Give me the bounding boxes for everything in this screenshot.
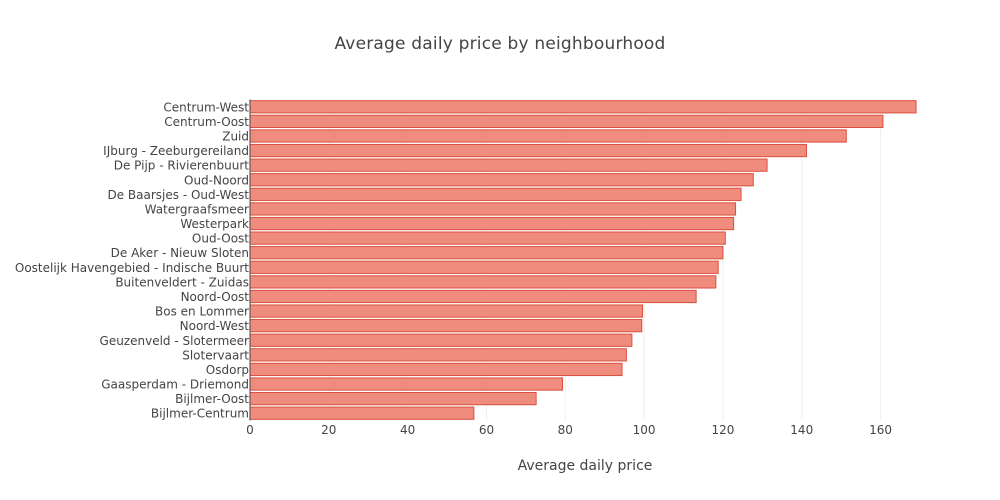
bar	[249, 173, 754, 187]
y-tick-label: Gaasperdam - Driemond	[101, 378, 249, 392]
bar	[249, 333, 633, 347]
bar	[249, 187, 742, 201]
y-tick-label: Slotervaart	[182, 348, 249, 362]
bar	[249, 260, 719, 274]
bar	[249, 275, 717, 289]
y-tick-label: Westerpark	[180, 217, 249, 231]
y-tick-label: Geuzenveld - Slotermeer	[100, 334, 250, 348]
y-tick-label: De Aker - Nieuw Sloten	[111, 246, 249, 260]
bar	[249, 391, 537, 406]
x-tick-label: 40	[400, 423, 415, 437]
y-tick-label: Oud-Oost	[192, 232, 249, 246]
y-tick-label: Oostelijk Havengebied - Indische Buurt	[15, 261, 249, 275]
bar	[249, 231, 726, 245]
bar	[249, 216, 735, 231]
y-tick-label: Centrum-West	[163, 100, 249, 114]
y-tick-label: Noord-West	[180, 319, 250, 333]
x-tick-label: 140	[790, 423, 813, 437]
bar	[249, 202, 737, 216]
x-tick-label: 160	[869, 423, 892, 437]
y-tick-label: Watergraafsmeer	[145, 202, 249, 216]
bar	[249, 100, 917, 114]
chart-title: Average daily price by neighbourhood	[334, 34, 666, 54]
bar	[249, 377, 564, 391]
x-tick-label: 0	[246, 423, 254, 437]
bar	[249, 158, 768, 172]
x-tick-label: 120	[711, 423, 734, 437]
bar	[249, 246, 724, 260]
x-tick-label: 100	[633, 423, 656, 437]
y-tick-label: Noord-Oost	[181, 290, 250, 304]
bar	[249, 406, 475, 420]
x-tick-label: 20	[321, 423, 336, 437]
x-axis-title: Average daily price	[517, 458, 653, 474]
y-tick-label: Zuid	[222, 129, 249, 143]
bar	[249, 289, 697, 304]
bar	[249, 143, 807, 158]
y-tick-label: Bijlmer-Oost	[175, 392, 249, 406]
y-tick-label: Bos en Lommer	[155, 305, 249, 319]
y-tick-label: Centrum-Oost	[164, 115, 249, 129]
y-tick-label: Osdorp	[206, 363, 249, 377]
bar	[249, 114, 884, 129]
y-tick-label: IJburg - Zeeburgereiland	[103, 144, 249, 158]
bar	[249, 348, 627, 362]
bar	[249, 362, 623, 377]
bar	[249, 129, 847, 143]
y-tick-label: Buitenveldert - Zuidas	[115, 275, 249, 289]
x-tick-label: 60	[479, 423, 494, 437]
y-tick-label: De Baarsjes - Oud-West	[107, 188, 249, 202]
bar	[249, 304, 644, 318]
x-tick-label: 80	[558, 423, 573, 437]
y-tick-label: Oud-Noord	[184, 173, 249, 187]
y-tick-label: Bijlmer-Centrum	[151, 407, 249, 421]
y-tick-label: De Pijp - Rivierenbuurt	[114, 159, 250, 173]
bar	[249, 319, 643, 333]
